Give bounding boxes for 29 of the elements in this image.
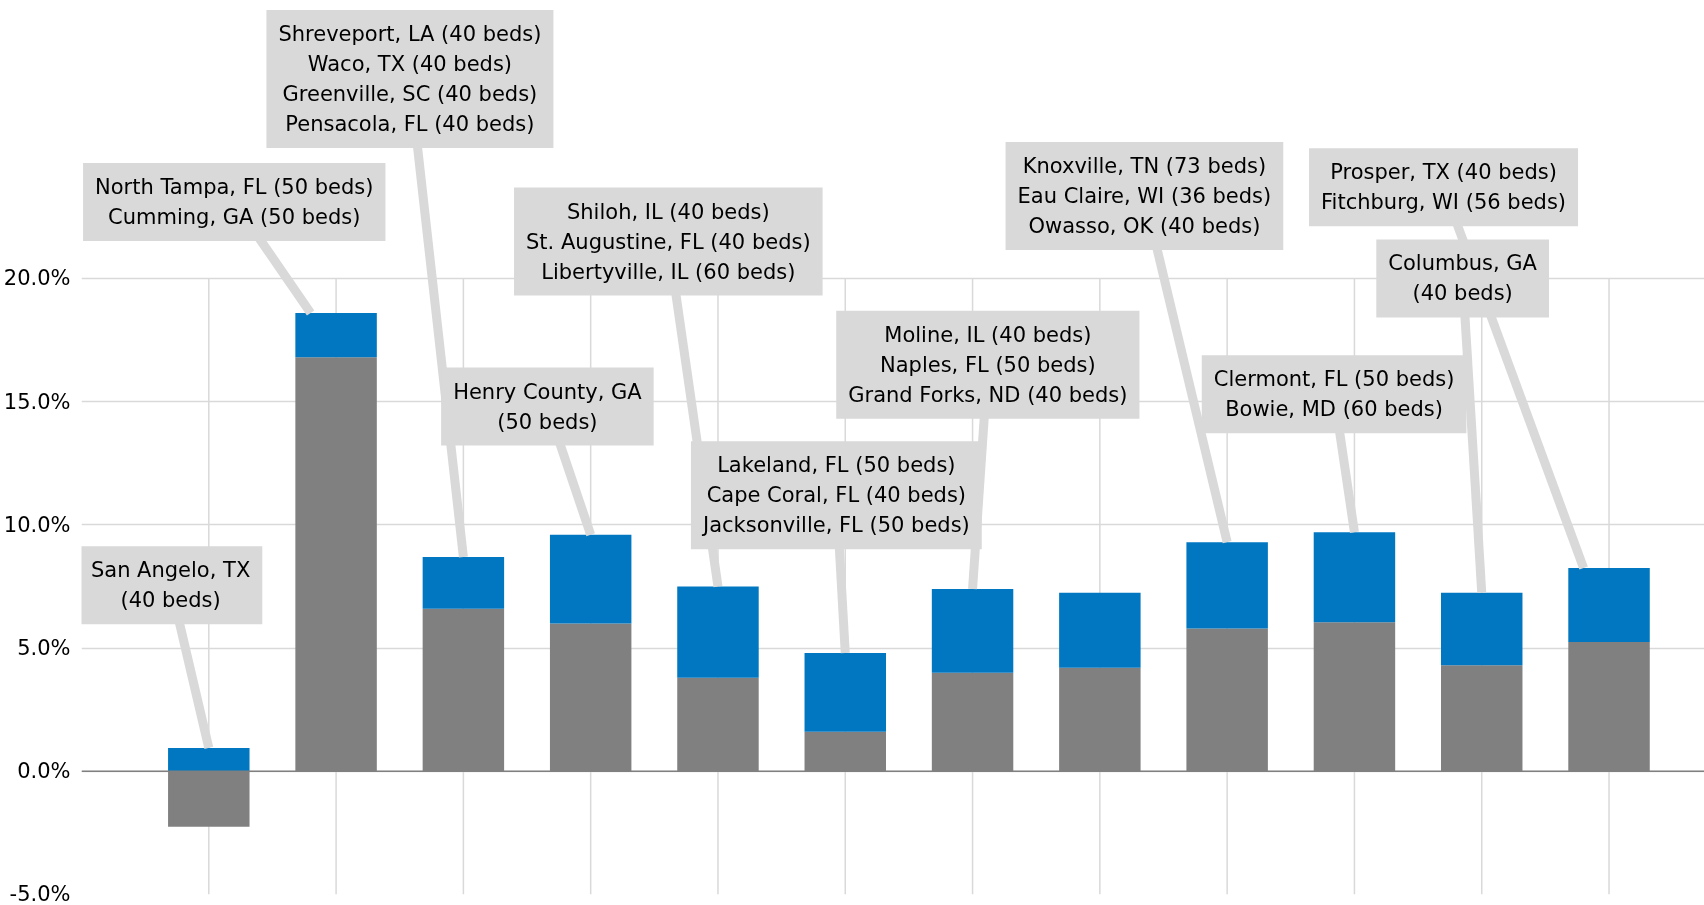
y-tick-label: 20.0% (3, 266, 71, 291)
y-tick-label: 15.0% (3, 389, 71, 414)
annotation: Shiloh, IL (40 beds) St. Augustine, FL (40 beds) Libertyville, IL (60 beds) (526, 199, 811, 284)
bar (1568, 568, 1650, 642)
bar (295, 312, 377, 358)
text: Knoxville, TN (73 beds) Eau Claire, WI (36 beds) Owasso, OK (40 beds) (1017, 153, 1272, 238)
y-tick-label: 5.0% (17, 636, 71, 661)
bar (1186, 542, 1268, 629)
bar (677, 586, 759, 678)
bar (1059, 592, 1141, 668)
y-tick-label: -5.0% (9, 881, 71, 905)
annotation: Henry County, GA (50 beds) (453, 379, 643, 434)
bar (549, 534, 632, 624)
bar (931, 588, 1014, 673)
annotation: San Angelo, TX (40 beds) (90, 558, 251, 613)
annotation: Moline, IL (40 beds) Naples, FL (50 beds) Grand Forks, ND (40 beds) (848, 322, 1128, 407)
y-tick-label: 0.0% (17, 759, 71, 784)
y-tick-label: 10.0% (3, 512, 71, 537)
bar (1441, 592, 1523, 666)
annotation: Clermont, FL (50 beds) Bowie, MD (60 beds) (1213, 367, 1455, 422)
text: Prosper, TX (40 beds) Fitchburg, WI (56 beds) (1321, 160, 1567, 215)
annotation: Lakeland, FL (50 beds) Cape Coral, FL (40 beds) Jacksonville, FL (50 beds) (700, 453, 970, 538)
text: North Tampa, FL (50 beds) Cumming, GA (50 beds) (95, 175, 374, 230)
annotation: Columbus, GA (40 beds) (1388, 251, 1538, 306)
bar (168, 747, 250, 772)
text: Shreveport, LA (40 beds) Waco, TX (40 beds) Greenville, SC (40 beds) Pensacola, FL (40 beds) (278, 21, 542, 136)
bar (1313, 532, 1396, 623)
bar (804, 653, 886, 732)
bar (422, 556, 505, 609)
